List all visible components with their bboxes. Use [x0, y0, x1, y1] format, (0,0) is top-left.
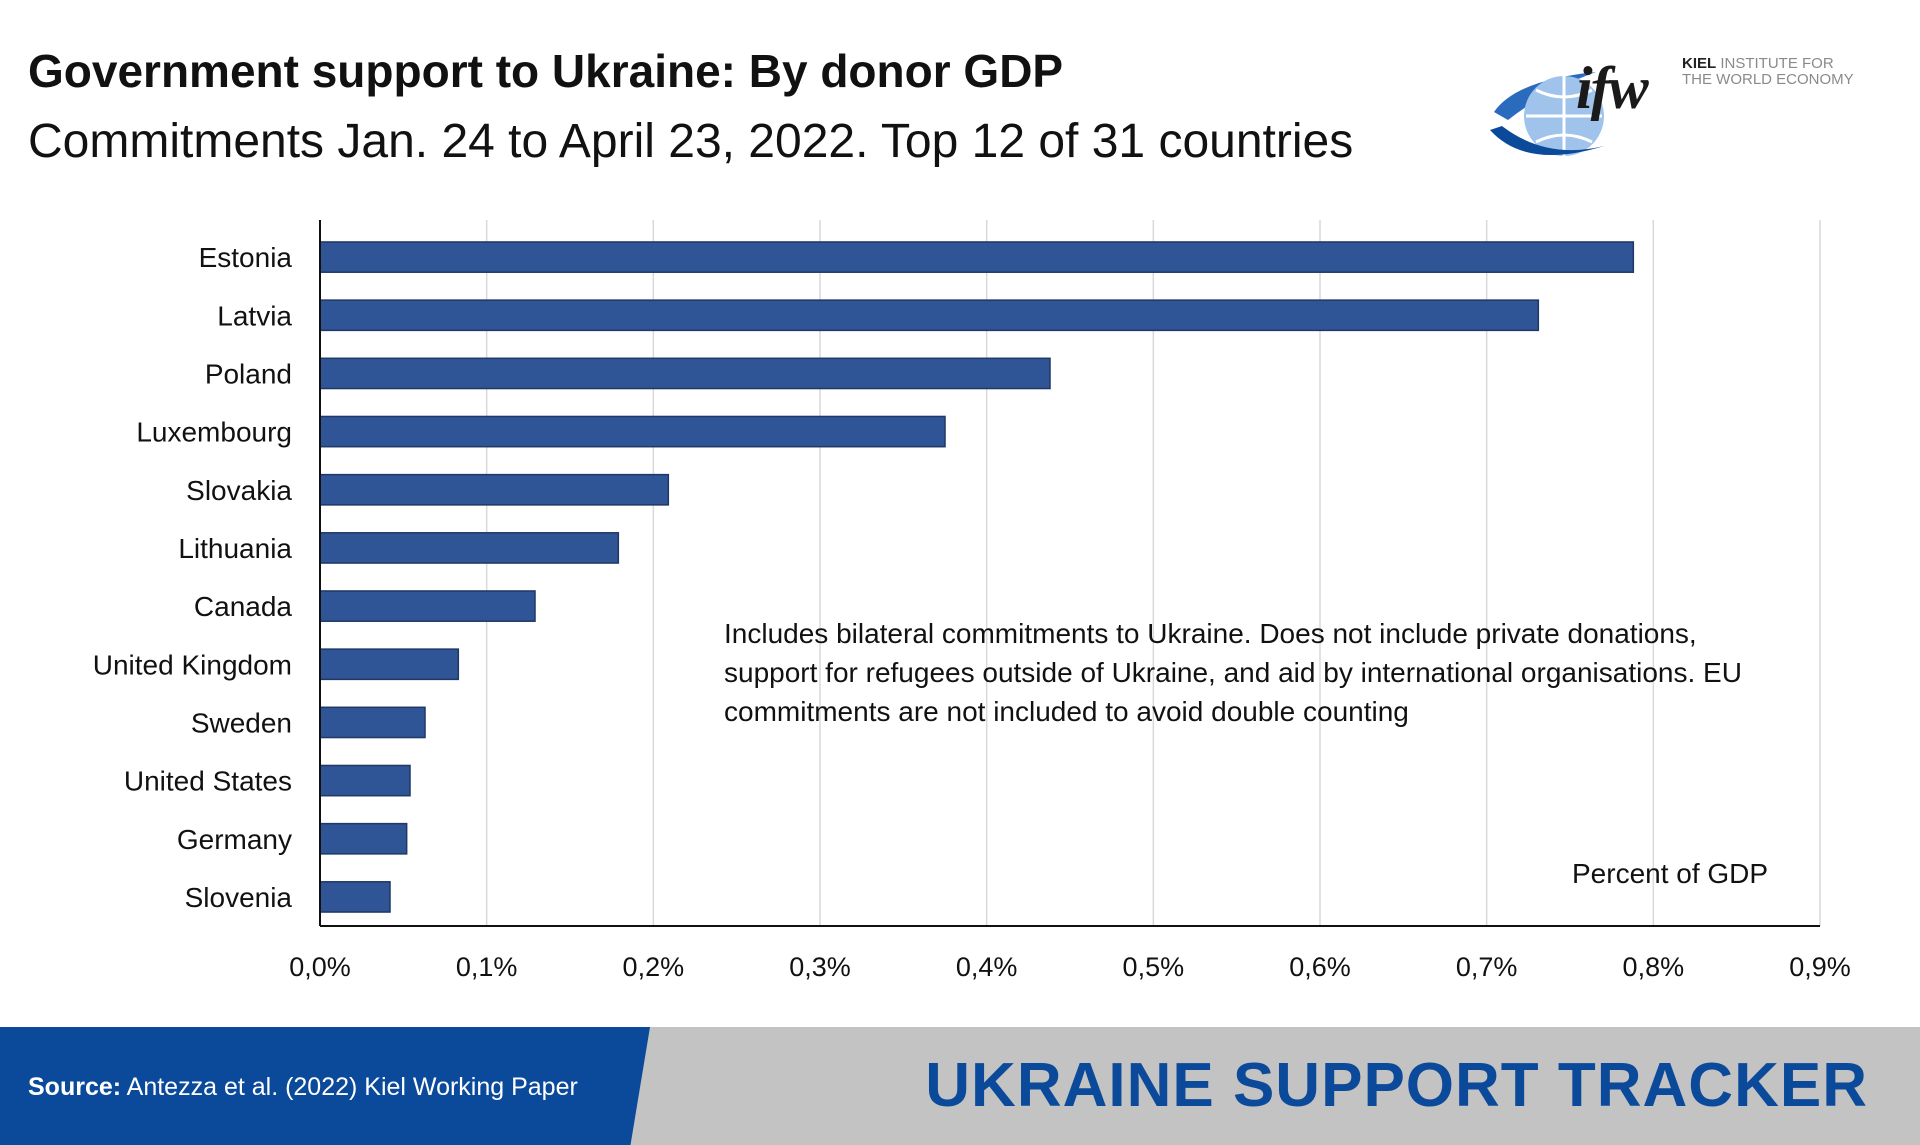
x-tick-label: 0,6%	[1289, 952, 1351, 982]
grid-layer	[485, 220, 1821, 926]
label-layer: 0,0% 0,1% 0,2% 0,3% 0,4% 0,5% 0,6% 0,7% 0,8% 0,9%…	[93, 242, 1851, 982]
category-label: United Kingdom	[93, 649, 292, 680]
ukraine-support-tracker-brand: UKRAINE SUPPORT TRACKER	[925, 1051, 1868, 1120]
bar-canada	[319, 590, 536, 622]
x-tick-label: 0,8%	[1623, 952, 1685, 982]
category-label: United States	[124, 766, 292, 797]
bar-luxembourg	[319, 415, 946, 448]
globe-icon	[1490, 72, 1604, 156]
category-label: Estonia	[199, 242, 293, 273]
chart-title: Government support to Ukraine: By donor …	[28, 45, 1064, 97]
bar-chart: 0,0% 0,1% 0,2% 0,3% 0,4% 0,5% 0,6% 0,7% 0,8% 0,9%…	[93, 220, 1851, 982]
institute-name: KIEL INSTITUTE FOR THE WORLD ECONOMY	[1682, 56, 1854, 88]
bar-slovenia	[319, 881, 391, 913]
x-tick-label: 0,0%	[289, 952, 351, 982]
x-tick-label: 0,4%	[956, 952, 1018, 982]
institute-name-rest: INSTITUTE FOR	[1716, 55, 1834, 72]
x-tick-label: 0,7%	[1456, 952, 1518, 982]
chart-subtitle: Commitments Jan. 24 to April 23, 2022. T…	[28, 115, 1354, 168]
category-label: Germany	[177, 824, 292, 855]
institute-name-line2: THE WORLD ECONOMY	[1682, 71, 1854, 88]
chart-note: Includes bilateral commitments to Ukrain…	[724, 618, 1742, 727]
x-tick-label: 0,2%	[623, 952, 685, 982]
category-label: Slovenia	[185, 882, 293, 913]
kiel-institute-logo: ifw KIEL INSTITUTE FOR THE WORLD ECONOMY	[1486, 34, 1886, 164]
category-label: Latvia	[217, 300, 292, 331]
x-tick-label: 0,5%	[1123, 952, 1185, 982]
category-label: Canada	[194, 591, 293, 622]
bar-sweden	[319, 706, 426, 739]
category-label: Sweden	[191, 707, 292, 738]
category-label: Poland	[205, 358, 292, 389]
source-label: Source:	[28, 1073, 122, 1101]
category-label: Luxembourg	[136, 417, 292, 448]
source-text: Source: Antezza et al. (2022) Kiel Worki…	[28, 1073, 578, 1102]
x-tick-label: 0,3%	[789, 952, 851, 982]
bar-latvia	[319, 299, 1540, 332]
category-label: Lithuania	[178, 533, 292, 564]
bar-poland	[319, 357, 1051, 390]
axis-layer	[319, 220, 1820, 927]
footer-source-band	[0, 1027, 650, 1145]
institute-name-bold: KIEL	[1682, 55, 1717, 72]
bar-germany	[319, 822, 408, 855]
bar-estonia	[319, 241, 1635, 273]
source-citation: Antezza et al. (2022) Kiel Working Paper	[121, 1073, 578, 1101]
unit-label: Percent of GDP	[1572, 858, 1769, 889]
category-label: Slovakia	[186, 475, 292, 506]
ifw-wordmark: ifw	[1576, 55, 1649, 121]
bar-united-states	[319, 764, 411, 797]
bar-united-kingdom	[319, 648, 460, 681]
bar-layer	[319, 241, 1635, 913]
bar-lithuania	[319, 532, 620, 564]
x-tick-label: 0,9%	[1789, 952, 1851, 982]
bar-slovakia	[319, 473, 670, 506]
x-tick-label: 0,1%	[456, 952, 518, 982]
